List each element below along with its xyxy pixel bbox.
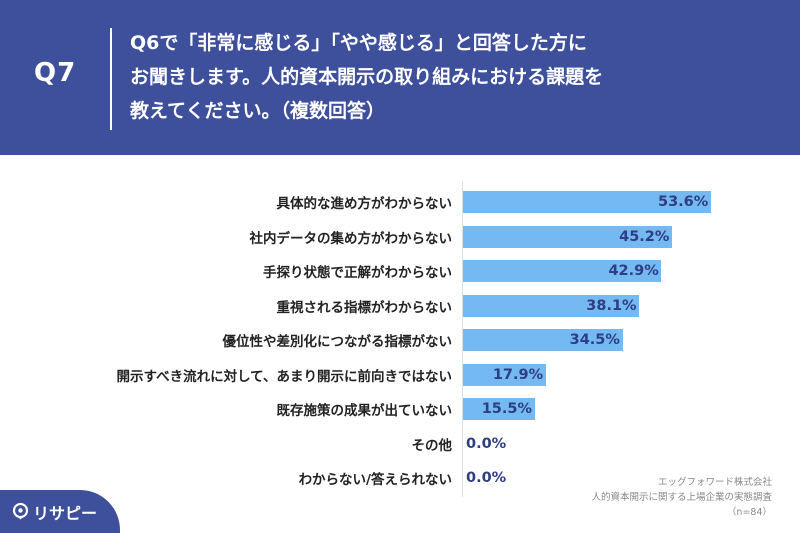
bar-row: 重視される指標がわからない 38.1% [0, 291, 800, 321]
bar-value-label: 38.1% [586, 297, 637, 314]
bar [463, 294, 640, 317]
bar [463, 260, 662, 282]
bar-row: 開示すべき流れに対して、あまり開示に前向きではない 17.9% [0, 360, 800, 390]
bar-value-label: 0.0% [466, 435, 507, 452]
bar-row: 手探り状態で正解がわからない 42.9% [0, 256, 800, 286]
logo-text: リサピー [33, 504, 98, 523]
question-line: お聞きします。人的資本開示の取り組みにおける課題を [130, 66, 604, 88]
bar-label: 手探り状態で正解がわからない [263, 265, 452, 281]
bar-row: 優位性や差別化につながる指標がない 34.5% [0, 325, 800, 355]
footer-logo-area: リサピー [0, 490, 120, 533]
bar-row: わからない/答えられない 0.0% [0, 463, 800, 493]
bar-value-label: 42.9% [608, 263, 659, 279]
bar-row: 具体的な進め方がわからない 53.6% [0, 187, 800, 217]
chart-panel [0, 155, 800, 533]
bar [463, 225, 673, 248]
bar-value-label: 34.5% [569, 332, 620, 348]
question-text: Q6で「非常に感じる」「やや感じる」と回答した方に お聞きします。人的資本開示の… [130, 26, 780, 128]
bar [463, 363, 546, 386]
source-note: エッグフォワード株式会社 人的資本開示に関する上場企業の実態調査 （n=84） [591, 475, 772, 520]
question-line: Q6で「非常に感じる」「やや感じる」と回答した方に [130, 32, 587, 54]
source-sample-size: （n=84） [726, 507, 772, 518]
bar [463, 191, 711, 213]
bar-value-label: 45.2% [619, 228, 670, 245]
bar-value-label: 0.0% [466, 470, 507, 486]
chart-axis-line [462, 181, 463, 497]
question-line: 教えてください。（複数回答） [130, 100, 385, 122]
source-survey: 人的資本開示に関する上場企業の実態調査 [591, 492, 772, 503]
question-number: Q7 [34, 58, 77, 88]
bar-value-label: 17.9% [492, 366, 544, 383]
header-divider [110, 28, 112, 130]
bar [463, 398, 535, 420]
bar-label: 既存施策の成果が出ていない [276, 403, 453, 419]
header: Q7 Q6で「非常に感じる」「やや感じる」と回答した方に お聞きします。人的資本… [0, 0, 800, 155]
bar-value-label: 15.5% [481, 401, 533, 417]
bar-label: 開示すべき流れに対して、あまり開示に前向きではない [116, 368, 452, 385]
bar-label: 社内データの集め方がわからない [249, 230, 453, 247]
bar-label: 優位性や差別化につながる指標がない [222, 334, 453, 350]
source-company: エッグフォワード株式会社 [657, 477, 772, 488]
bar-label: その他 [411, 437, 453, 454]
bar-label: わからない/答えられない [298, 472, 452, 488]
bar-row: 社内データの集め方がわからない 45.2% [0, 222, 800, 252]
bar-label: 具体的な進め方がわからない [276, 196, 453, 212]
bar-row: その他 0.0% [0, 429, 800, 459]
bar-row: 既存施策の成果が出ていない 15.5% [0, 394, 800, 424]
bar-label: 重視される指標がわからない [276, 299, 453, 316]
bar-value-label: 53.6% [657, 194, 709, 210]
pin-icon [12, 503, 29, 520]
bar [463, 329, 623, 351]
